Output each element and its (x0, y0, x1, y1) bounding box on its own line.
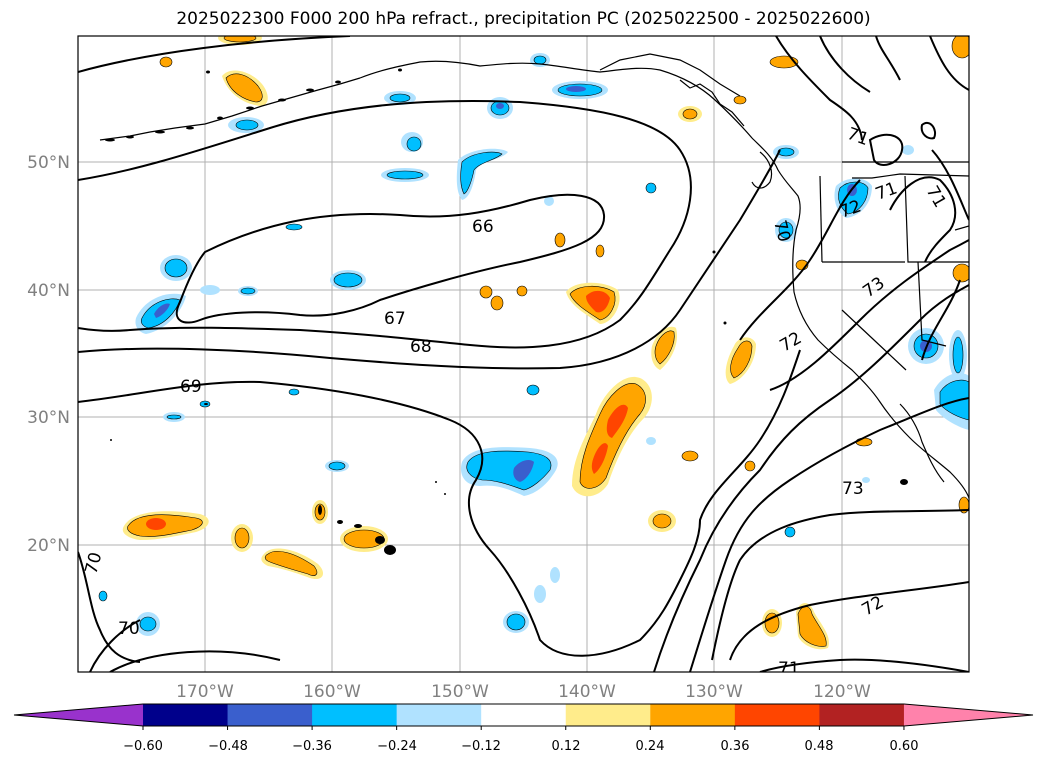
lat-tick-label: 50°N (27, 153, 70, 173)
colorbar-tick-label: −0.60 (123, 739, 163, 754)
colorbar-tick-labels: −0.60 −0.48 −0.36 −0.24 −0.12 0.12 0.24 … (123, 739, 918, 754)
gridlines (78, 36, 969, 672)
lat-tick-label: 40°N (27, 281, 70, 301)
map-background (78, 36, 969, 672)
contour-label: 70 (118, 619, 140, 639)
lon-tick-label: 150°W (431, 682, 489, 702)
refractivity-contours (78, 36, 969, 672)
contour-label: 66 (472, 217, 494, 237)
colorbar-tick-label: −0.24 (377, 739, 417, 754)
lon-tick-label: 130°W (685, 682, 743, 702)
contour-label: 71 (778, 659, 800, 679)
contour-label: 68 (410, 337, 432, 357)
latitude-tick-labels: 50°N 40°N 30°N 20°N (27, 153, 70, 556)
colorbar-tick-label: −0.36 (292, 739, 332, 754)
lon-tick-label: 140°W (558, 682, 616, 702)
lat-tick-label: 20°N (27, 536, 70, 556)
lon-tick-label: 170°W (176, 682, 234, 702)
colorbar-bin (650, 704, 736, 726)
colorbar-bin (565, 704, 651, 726)
colorbar-tick-label: 0.36 (721, 739, 750, 754)
colorbar-bin (143, 704, 229, 726)
colorbar-bin (819, 704, 905, 726)
islands (105, 68, 908, 555)
colorbar-tick-label: 0.60 (890, 739, 919, 754)
colorbar-tick-label: −0.48 (208, 739, 248, 754)
colorbar-tick-label: −0.12 (461, 739, 501, 754)
colorbar-tick-label: 0.48 (805, 739, 834, 754)
colorbar-tick-label: 0.12 (552, 739, 581, 754)
colorbar-bin (396, 704, 482, 726)
contour-labels: 66 67 68 69 70 70 70 71 71 71 71 72 72 7… (82, 124, 950, 679)
precip-positive-patches (122, 36, 969, 650)
map-frame (77, 35, 970, 673)
contour-label: 67 (384, 309, 406, 329)
colorbar (13, 703, 1034, 730)
coastlines (99, 53, 969, 499)
longitude-tick-labels: 170°W 160°W 150°W 140°W 130°W 120°W (176, 682, 871, 702)
lon-tick-label: 160°W (303, 682, 361, 702)
colorbar-bin (312, 704, 398, 726)
colorbar-extend-low (14, 704, 143, 726)
lon-tick-label: 120°W (813, 682, 871, 702)
colorbar-bin (734, 704, 820, 726)
contour-label: 69 (180, 377, 202, 397)
colorbar-bin (227, 704, 313, 726)
colorbar-extend-high (903, 704, 1033, 726)
contour-label: 73 (842, 479, 864, 499)
figure-title: 2025022300 F000 200 hPa refract., precip… (176, 9, 871, 29)
colorbar-bin (481, 704, 567, 726)
lat-tick-label: 30°N (27, 408, 70, 428)
colorbar-tick-label: 0.24 (636, 739, 665, 754)
